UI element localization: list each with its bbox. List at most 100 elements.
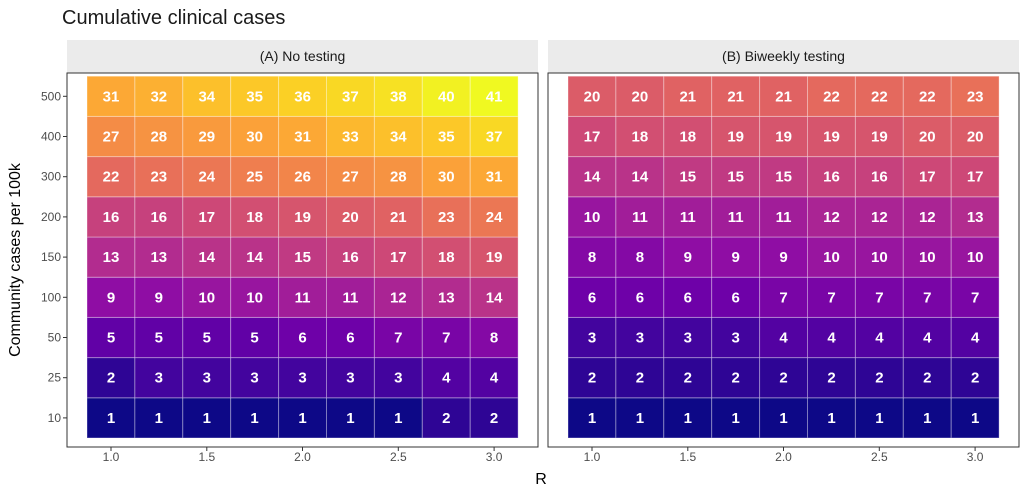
- cell-value-label: 23: [438, 209, 455, 226]
- heatmap-cell: [134, 397, 184, 439]
- chart-title: Cumulative clinical cases: [62, 7, 285, 29]
- cell-value-label: 3: [346, 370, 354, 387]
- cell-value-label: 23: [150, 169, 167, 186]
- heatmap-cell: [134, 75, 184, 117]
- cell-value-label: 20: [967, 129, 984, 146]
- heatmap-cell: [421, 357, 471, 399]
- heatmap-cell: [711, 276, 761, 318]
- heatmap-cell: [902, 196, 952, 238]
- y-tick-label: 10: [48, 411, 62, 425]
- heatmap-cell: [278, 316, 328, 359]
- heatmap-cell: [759, 75, 808, 117]
- heatmap-cell: [373, 156, 423, 198]
- cell-value-label: 18: [679, 129, 696, 146]
- heatmap-cells-no-testing: 1 1 1 1 1 1 1 2 22 3 3 3 3 3 3 4 45 5 5 5 6 6 7 7 89 9 10 10 11 11 12 1…: [86, 75, 519, 439]
- heatmap-cell: [711, 115, 761, 158]
- heatmap-cell: [134, 156, 184, 198]
- cell-value-label: 10: [871, 249, 888, 266]
- cell-value-label: 16: [103, 209, 120, 226]
- heatmap-cell: [278, 397, 328, 439]
- heatmap-cell: [469, 357, 519, 399]
- cell-value-label: 15: [679, 169, 696, 186]
- x-tick-label: 1.0: [103, 450, 120, 464]
- cell-value-label: 1: [875, 410, 883, 427]
- heatmap-cell: [373, 316, 423, 359]
- cell-value-label: 1: [250, 410, 258, 427]
- cell-value-label: 6: [588, 289, 596, 306]
- cell-value-label: 18: [632, 129, 649, 146]
- heatmap-cell: [759, 316, 808, 359]
- heatmap-cell: [711, 316, 761, 359]
- cell-value-label: 3: [394, 370, 402, 387]
- heatmap-cell: [469, 316, 519, 359]
- cell-value-label: 4: [875, 330, 884, 347]
- cell-value-label: 17: [198, 209, 215, 226]
- cell-value-label: 2: [636, 370, 644, 387]
- cell-value-label: 1: [923, 410, 931, 427]
- cell-value-label: 3: [155, 370, 163, 387]
- cell-value-label: 14: [246, 249, 263, 266]
- cell-value-label: 30: [438, 169, 455, 186]
- x-ticks-no-testing: 1.0 1.5 2.0 2.5 3.0: [103, 447, 503, 464]
- cell-value-label: 8: [636, 249, 644, 266]
- cell-value-label: 22: [871, 88, 888, 105]
- cell-value-label: 13: [967, 209, 984, 226]
- cell-value-label: 3: [298, 370, 306, 387]
- heatmap-cell: [230, 397, 280, 439]
- heatmap-cell: [950, 156, 1000, 198]
- cell-value-label: 2: [684, 370, 692, 387]
- cell-value-label: 19: [823, 129, 840, 146]
- x-tick-label: 1.0: [584, 450, 601, 464]
- x-tick-label: 1.5: [198, 450, 215, 464]
- cell-value-label: 2: [779, 370, 787, 387]
- cell-value-label: 31: [294, 129, 311, 146]
- heatmap-cell: [807, 397, 856, 439]
- cell-value-label: 3: [588, 330, 596, 347]
- cell-value-label: 5: [203, 330, 211, 347]
- heatmap-cell: [615, 115, 665, 158]
- panel-strip-label-no-testing: (A) No testing: [260, 48, 346, 64]
- heatmap-cell: [278, 75, 328, 117]
- heatmap-cell: [86, 115, 136, 158]
- heatmap-cell: [373, 75, 423, 117]
- heatmap-cell: [421, 397, 471, 439]
- heatmap-cell: [134, 196, 184, 238]
- cell-value-label: 20: [342, 209, 359, 226]
- heatmap-cell: [567, 357, 617, 399]
- cell-value-label: 7: [442, 330, 450, 347]
- heatmap-cell: [807, 236, 856, 278]
- cell-value-label: 10: [246, 289, 263, 306]
- y-tick-label: 100: [41, 290, 61, 304]
- heatmap-cell: [182, 316, 232, 359]
- cell-value-label: 1: [107, 410, 115, 427]
- heatmap-cell: [950, 236, 1000, 278]
- heatmap-cell: [230, 196, 280, 238]
- cell-value-label: 31: [103, 88, 120, 105]
- heatmap-cell: [182, 75, 232, 117]
- cell-value-label: 9: [779, 249, 787, 266]
- heatmap-cell: [326, 357, 375, 399]
- cell-value-label: 14: [632, 169, 649, 186]
- panel-no-testing: (A) No testing 1 1 1 1 1 1 1 2 22 3 3 3 3 3 3 4 45 5 5 5 6 6 7…: [66, 40, 539, 464]
- cell-value-label: 19: [486, 249, 503, 266]
- y-tick-label: 400: [41, 130, 61, 144]
- x-tick-label: 2.5: [871, 450, 888, 464]
- heatmap-cell: [854, 115, 904, 158]
- cell-value-label: 4: [923, 330, 932, 347]
- cell-value-label: 16: [150, 209, 167, 226]
- cell-value-label: 1: [203, 410, 211, 427]
- cell-value-label: 4: [490, 370, 499, 387]
- cell-value-label: 6: [346, 330, 354, 347]
- cell-value-label: 27: [342, 169, 359, 186]
- heatmap-cell: [421, 75, 471, 117]
- heatmap-cell: [278, 357, 328, 399]
- heatmap-cell: [950, 316, 1000, 359]
- cell-value-label: 28: [150, 129, 167, 146]
- cell-value-label: 21: [679, 88, 696, 105]
- heatmap-cell: [373, 115, 423, 158]
- heatmap-cell: [759, 156, 808, 198]
- cell-value-label: 5: [250, 330, 258, 347]
- x-tick-label: 2.0: [294, 450, 311, 464]
- heatmap-cell: [326, 75, 375, 117]
- cell-value-label: 40: [438, 88, 455, 105]
